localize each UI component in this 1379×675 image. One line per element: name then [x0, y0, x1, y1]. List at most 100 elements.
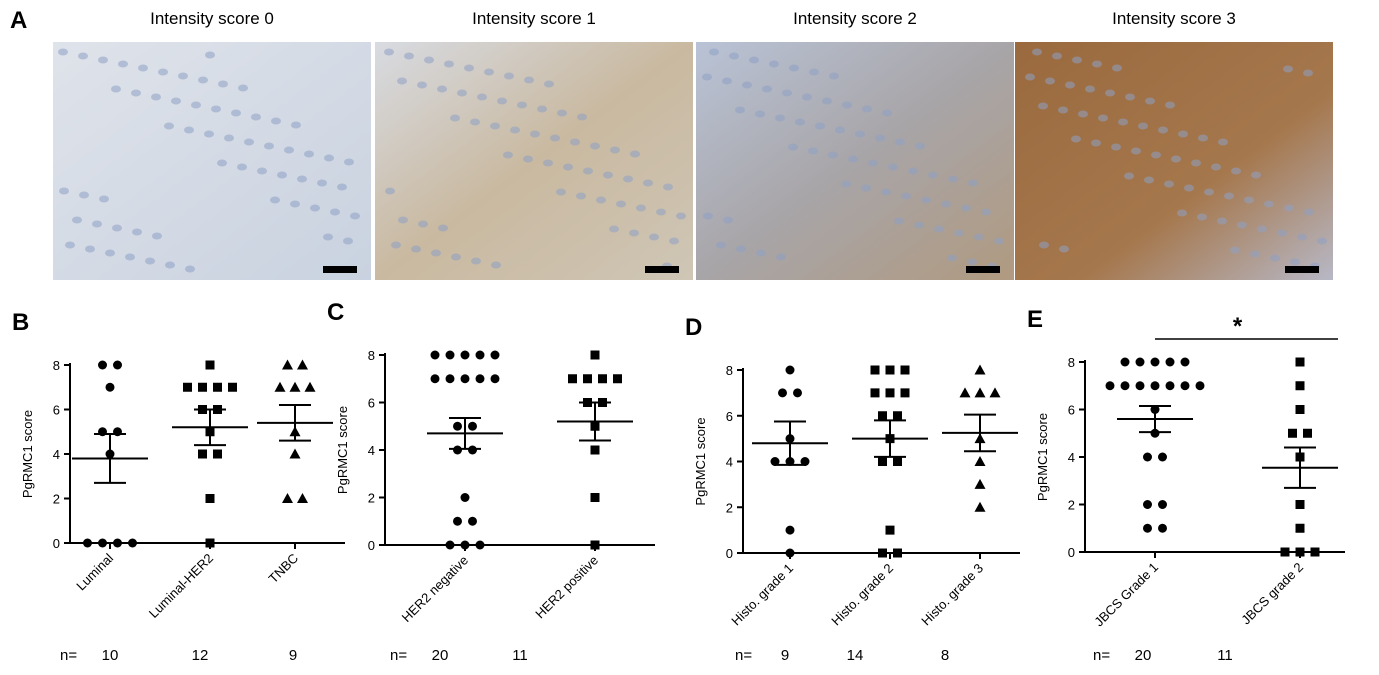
nucleus: [384, 48, 394, 56]
n-label: n=: [1093, 647, 1110, 664]
nucleus: [65, 241, 75, 249]
n-value: 9: [781, 647, 789, 664]
n-value: 12: [192, 647, 209, 664]
data-point: [1150, 428, 1160, 438]
data-point: [289, 448, 301, 459]
significance-star: *: [1233, 313, 1243, 340]
y-tick-label: 8: [368, 348, 375, 363]
nucleus: [669, 237, 679, 245]
scale-bar: [966, 266, 1000, 273]
nucleus: [503, 151, 513, 159]
nucleus: [337, 183, 347, 191]
data-point: [885, 388, 895, 398]
nucleus: [835, 126, 845, 134]
nucleus: [616, 200, 626, 208]
nucleus: [344, 158, 354, 166]
nucleus: [822, 97, 832, 105]
data-point: [1295, 405, 1305, 414]
nucleus: [457, 89, 467, 97]
nucleus: [523, 155, 533, 163]
sem-bar: [279, 404, 311, 442]
data-point: [460, 540, 470, 550]
data-point: [568, 374, 577, 384]
data-point: [297, 359, 308, 370]
nucleus: [211, 105, 221, 113]
nucleus: [722, 77, 732, 85]
nucleus: [297, 175, 307, 183]
nucleus: [99, 195, 109, 203]
data-point: [1165, 381, 1175, 391]
nucleus: [576, 192, 586, 200]
n-value: 20: [1135, 647, 1152, 664]
nucleus: [928, 171, 938, 179]
data-point: [1135, 381, 1145, 391]
data-point: [1158, 500, 1167, 509]
nucleus: [317, 179, 327, 187]
nucleus: [165, 261, 175, 269]
panel-label: E: [1027, 306, 1043, 333]
nucleus: [556, 188, 566, 196]
nucleus: [894, 217, 904, 225]
data-point: [304, 381, 316, 392]
nucleus: [881, 188, 891, 196]
panel-label: D: [685, 314, 702, 341]
nucleus: [544, 80, 554, 88]
data-point: [128, 538, 137, 548]
nucleus: [948, 175, 958, 183]
nucleus: [1145, 97, 1155, 105]
nucleus: [125, 253, 135, 261]
nucleus: [1092, 60, 1102, 68]
nucleus: [795, 118, 805, 126]
data-point: [1143, 500, 1152, 509]
data-point: [613, 374, 622, 384]
nucleus: [947, 254, 957, 262]
nucleus: [1231, 167, 1241, 175]
sem-bar: [579, 401, 611, 442]
sem-bar: [1284, 446, 1316, 489]
nucleus: [343, 237, 353, 245]
nucleus: [702, 73, 712, 81]
data-point: [1135, 357, 1145, 367]
nucleus: [788, 143, 798, 151]
nucleus: [470, 118, 480, 126]
data-point: [98, 360, 107, 370]
nucleus: [888, 163, 898, 171]
nucleus: [861, 184, 871, 192]
data-point: [445, 374, 455, 384]
nucleus: [716, 241, 726, 249]
data-point: [785, 525, 795, 535]
n-value: 11: [512, 647, 528, 664]
nucleus: [78, 52, 88, 60]
data-point: [778, 388, 787, 398]
nucleus: [842, 101, 852, 109]
nucleus: [882, 109, 892, 117]
x-tick-label: Histo. grade 2: [828, 561, 896, 629]
nucleus: [530, 130, 540, 138]
nucleus: [1191, 159, 1201, 167]
nucleus: [411, 245, 421, 253]
nucleus: [1125, 93, 1135, 101]
nucleus: [271, 117, 281, 125]
data-point: [785, 548, 795, 558]
nucleus: [994, 237, 1004, 245]
data-point: [1143, 523, 1152, 533]
nucleus: [756, 249, 766, 257]
nucleus: [1270, 254, 1280, 262]
data-point: [475, 374, 485, 384]
sem-bar: [194, 408, 226, 447]
nucleus: [895, 138, 905, 146]
y-tick-label: 0: [1068, 545, 1075, 560]
nucleus: [1164, 180, 1174, 188]
nucleus: [424, 56, 434, 64]
y-axis-label: PgRMC1 score: [1035, 413, 1050, 501]
nucleus: [782, 89, 792, 97]
nucleus: [1283, 65, 1293, 73]
nucleus: [1158, 126, 1168, 134]
nucleus: [204, 130, 214, 138]
nucleus: [550, 134, 560, 142]
data-point: [475, 350, 485, 360]
data-point: [800, 457, 810, 466]
nucleus: [1032, 48, 1042, 56]
nucleus: [284, 146, 294, 154]
nucleus: [557, 109, 567, 117]
